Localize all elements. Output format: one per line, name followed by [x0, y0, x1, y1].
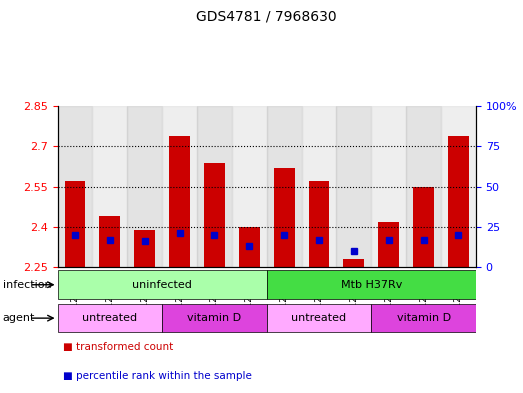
- Text: infection: infection: [3, 280, 51, 290]
- Text: untreated: untreated: [82, 313, 138, 323]
- Bar: [302, 106, 336, 267]
- Bar: [93, 106, 127, 267]
- Bar: [239, 227, 260, 267]
- Bar: [169, 136, 190, 267]
- Bar: [162, 106, 197, 267]
- Bar: [267, 270, 476, 299]
- Text: agent: agent: [3, 313, 35, 323]
- Bar: [162, 304, 267, 332]
- Bar: [58, 304, 162, 332]
- Text: vitamin D: vitamin D: [187, 313, 242, 323]
- Bar: [371, 106, 406, 267]
- Bar: [371, 304, 476, 332]
- Bar: [336, 106, 371, 267]
- Bar: [406, 106, 441, 267]
- Bar: [197, 106, 232, 267]
- Text: ■ transformed count: ■ transformed count: [63, 342, 173, 352]
- Bar: [204, 162, 225, 267]
- Bar: [99, 216, 120, 267]
- Text: ■ percentile rank within the sample: ■ percentile rank within the sample: [63, 371, 252, 381]
- Bar: [441, 106, 476, 267]
- Bar: [378, 222, 399, 267]
- Bar: [134, 230, 155, 267]
- Bar: [127, 106, 162, 267]
- Text: Mtb H37Rv: Mtb H37Rv: [340, 280, 402, 290]
- Text: GDS4781 / 7968630: GDS4781 / 7968630: [197, 10, 337, 24]
- Text: uninfected: uninfected: [132, 280, 192, 290]
- Bar: [58, 106, 93, 267]
- Bar: [232, 106, 267, 267]
- Bar: [344, 259, 365, 267]
- Bar: [274, 168, 294, 267]
- Bar: [64, 181, 85, 267]
- Text: untreated: untreated: [291, 313, 347, 323]
- Bar: [309, 181, 329, 267]
- Bar: [267, 106, 302, 267]
- Bar: [267, 304, 371, 332]
- Bar: [448, 136, 469, 267]
- Text: vitamin D: vitamin D: [396, 313, 451, 323]
- Bar: [58, 270, 267, 299]
- Bar: [413, 187, 434, 267]
